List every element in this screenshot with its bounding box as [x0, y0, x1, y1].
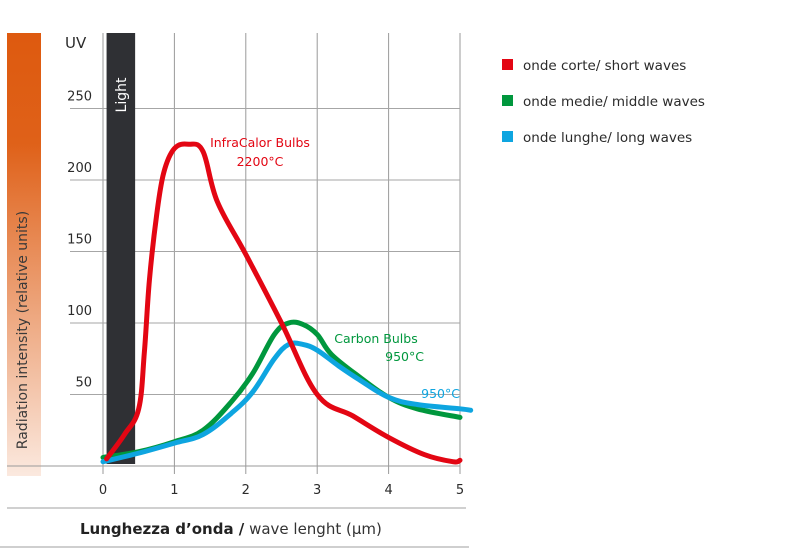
light-band — [106, 33, 136, 464]
x-axis-title: Lunghezza d’onda / wave lenght (µm) — [80, 520, 382, 538]
series-long-waves-line — [100, 340, 474, 465]
y-tick-label: 100 — [67, 304, 92, 319]
y-tick-label: 150 — [67, 233, 92, 248]
legend-swatch — [502, 95, 513, 106]
x-tick-label: 2 — [242, 483, 250, 498]
annotation-infracalor-line: 2200°C — [237, 154, 284, 169]
x-tick-labels: 0 1 2 3 4 5 — [99, 483, 464, 498]
annotations: InfraCalor Bulbs 2200°C Carbon Bulbs 950°C 9… — [210, 135, 460, 401]
light-band-label: Light — [114, 77, 130, 112]
legend-swatch — [502, 131, 513, 142]
y-tick-label: 200 — [67, 161, 92, 176]
legend-label: onde lunghe/ long waves — [523, 130, 692, 146]
x-tick-label: 1 — [170, 483, 178, 498]
legend: onde corte/ short waves onde medie/ middl… — [502, 58, 705, 146]
y-axis-title: Radiation intensity (relative units) — [15, 211, 31, 449]
series-short-waves-line — [104, 141, 463, 465]
intensity-gradient-bar — [7, 33, 41, 476]
annotation-carbon-line: 950°C — [385, 349, 424, 364]
annotation-carbon-line: Carbon Bulbs — [334, 331, 417, 346]
x-tick-label: 3 — [313, 483, 321, 498]
x-tick-label: 0 — [99, 483, 107, 498]
annotation-infracalor-line: InfraCalor Bulbs — [210, 135, 310, 150]
x-axis-title-regular: wave lenght (µm) — [244, 520, 382, 538]
x-tick-label: 5 — [456, 483, 464, 498]
legend-label: onde medie/ middle waves — [523, 94, 705, 110]
y-tick-labels: 50 100 150 200 250 — [67, 90, 92, 391]
annotation-long-950-line: 950°C — [421, 386, 460, 401]
legend-label: onde corte/ short waves — [523, 58, 686, 74]
series-lines — [100, 141, 474, 465]
legend-swatch — [502, 59, 513, 70]
uv-label: UV — [65, 34, 87, 52]
y-tick-label: 50 — [75, 376, 92, 391]
y-tick-label: 250 — [67, 90, 92, 105]
x-tick-label: 4 — [384, 483, 392, 498]
x-axis-title-bold: Lunghezza d’onda / — [80, 520, 245, 538]
